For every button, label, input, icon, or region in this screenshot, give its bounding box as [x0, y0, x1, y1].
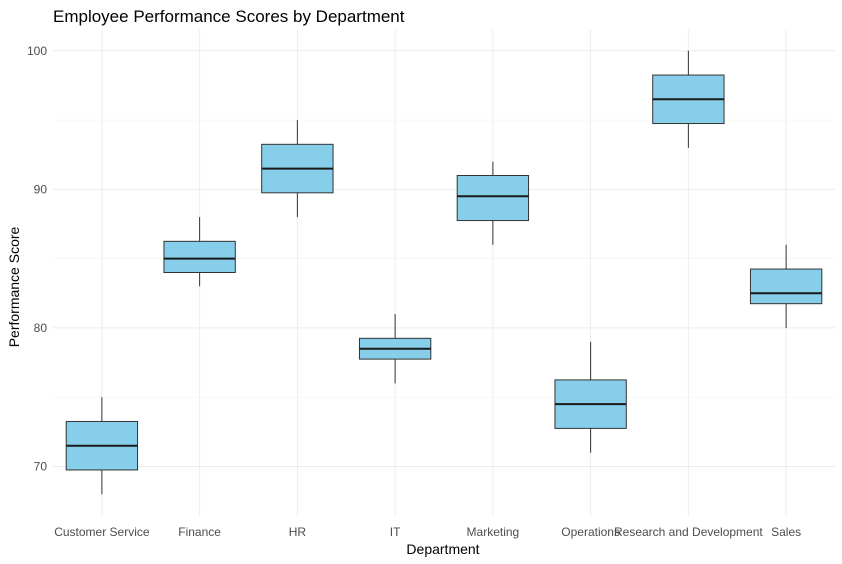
box-group	[554, 341, 627, 453]
iqr-box	[749, 268, 823, 305]
y-tick-label: 70	[34, 460, 48, 474]
box-group	[261, 120, 334, 218]
x-axis-ticks: Customer Service Finance HR IT Marketing Oper…	[54, 525, 801, 539]
y-axis-ticks: 70 80 90 100	[27, 44, 47, 474]
x-tick-label: Operations	[561, 525, 620, 539]
y-axis-title: Performance Score	[6, 226, 22, 347]
iqr-box	[163, 240, 236, 273]
x-tick-label: Sales	[771, 525, 801, 539]
x-axis-title: Department	[406, 541, 479, 557]
box-group	[456, 161, 530, 245]
box-group	[163, 217, 236, 287]
chart-title: Employee Performance Scores by Departmen…	[53, 7, 405, 26]
y-tick-label: 90	[34, 182, 48, 196]
x-tick-label: Customer Service	[54, 525, 150, 539]
boxes	[65, 50, 823, 495]
x-tick-label: Finance	[178, 525, 221, 539]
y-tick-label: 80	[34, 321, 48, 335]
x-tick-label: Marketing	[467, 525, 520, 539]
x-tick-label: HR	[289, 525, 307, 539]
x-tick-label: Research and Development	[614, 525, 763, 539]
box-group	[749, 244, 823, 328]
box-group	[652, 50, 725, 148]
box-group	[358, 314, 432, 384]
y-tick-label: 100	[27, 44, 47, 58]
x-tick-label: IT	[390, 525, 401, 539]
box-group	[65, 397, 139, 495]
iqr-box	[456, 175, 530, 222]
